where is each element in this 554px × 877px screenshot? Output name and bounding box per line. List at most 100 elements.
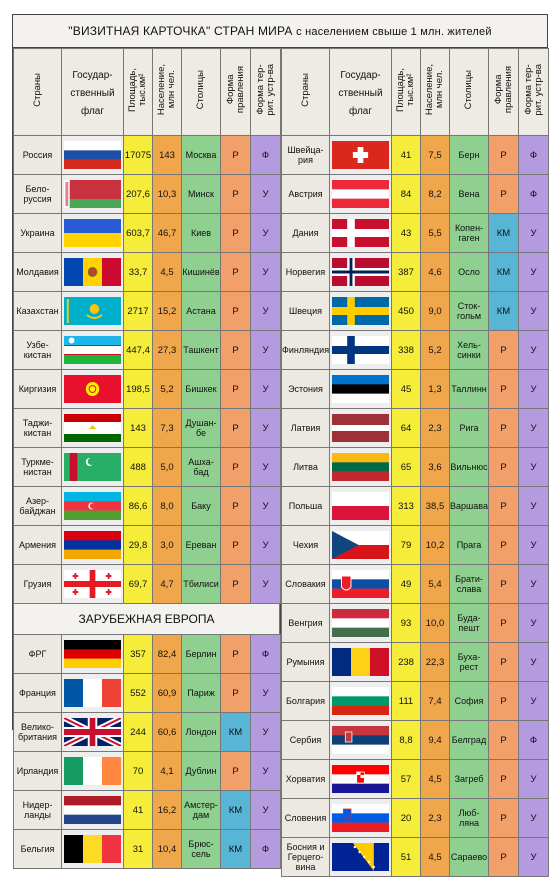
- flag-icon: [64, 570, 121, 598]
- government-form: Р: [220, 751, 251, 791]
- territorial-form: У: [250, 712, 281, 752]
- country-name: Эстония: [281, 369, 330, 409]
- area-value: 313: [391, 486, 421, 526]
- area-value: 387: [391, 252, 421, 292]
- area-value: 29,8: [123, 525, 153, 565]
- area-value: 207,6: [123, 174, 153, 214]
- header-flag: Государ- ственный флаг: [70, 70, 115, 117]
- table-right: Страны Государ- ственный флаг Площадь, т…: [281, 48, 549, 877]
- country-name: Австрия: [281, 174, 330, 214]
- table-row: Казахстан 2717 15,2 Астана Р У: [13, 291, 281, 331]
- table-row: Азер- байджан 86,6 8,0 Баку Р У: [13, 486, 281, 526]
- population-value: 10,0: [420, 603, 450, 643]
- country-name: Узбе- кистан: [13, 330, 62, 370]
- area-value: 357: [123, 634, 153, 674]
- header-territorial: Форма тер- рит. устр-ва: [254, 63, 276, 116]
- territorial-form: Ф: [518, 135, 549, 175]
- area-value: 447,4: [123, 330, 153, 370]
- country-name: Бельгия: [13, 829, 62, 869]
- capital-name: Брюс- сель: [181, 829, 221, 869]
- population-value: 27,3: [152, 330, 182, 370]
- capital-name: Тбилиси: [181, 564, 221, 604]
- territorial-form: У: [250, 447, 281, 487]
- area-value: 43: [391, 213, 421, 253]
- capital-name: Ереван: [181, 525, 221, 565]
- flag-lithuania: [329, 447, 392, 487]
- territorial-form: У: [250, 291, 281, 331]
- capital-name: Минск: [181, 174, 221, 214]
- flag-netherlands: [61, 790, 124, 830]
- territorial-form: У: [250, 369, 281, 409]
- capital-name: Копен- гаген: [449, 213, 489, 253]
- government-form: Р: [220, 564, 251, 604]
- table-row: Венгрия 93 10,0 Буда- пешт Р У: [281, 603, 549, 643]
- country-name: Ирландия: [13, 751, 62, 791]
- population-value: 4,5: [420, 759, 450, 799]
- area-value: 41: [123, 790, 153, 830]
- flag-icon: [332, 180, 389, 208]
- government-form: Р: [220, 634, 251, 674]
- government-form: Р: [488, 564, 519, 604]
- table-row: Туркме- нистан 488 5,0 Ашха- бад Р У: [13, 447, 281, 487]
- header-government: Форма правления: [224, 65, 246, 114]
- government-form: Р: [220, 369, 251, 409]
- population-value: 143: [152, 135, 182, 175]
- area-value: 238: [391, 642, 421, 682]
- flag-kyrgyzstan: [61, 369, 124, 409]
- capital-name: Москва: [181, 135, 221, 175]
- flag-icon: [64, 492, 121, 520]
- flag-finland: [329, 330, 392, 370]
- territorial-form: У: [518, 759, 549, 799]
- flag-ukraine: [61, 213, 124, 253]
- table-row: Босния и Герцего- вина 51 4,5 Сараево Р У: [281, 837, 549, 877]
- flag-russia: [61, 135, 124, 175]
- flag-icon: [332, 258, 389, 286]
- header-government: Форма правления: [492, 65, 514, 114]
- flag-icon: [332, 687, 389, 715]
- country-name: Грузия: [13, 564, 62, 604]
- header-area: Площадь, тыс.км²: [395, 67, 416, 112]
- territorial-form: У: [250, 408, 281, 448]
- capital-name: Дублин: [181, 751, 221, 791]
- population-value: 15,2: [152, 291, 182, 331]
- area-value: 17075: [123, 135, 153, 175]
- area-value: 65: [391, 447, 421, 487]
- capital-name: Париж: [181, 673, 221, 713]
- flag-icon: [64, 180, 121, 208]
- population-value: 2,3: [420, 798, 450, 838]
- population-value: 4,5: [152, 252, 182, 292]
- table-left-top: Страны Государ- ственный флаг Площадь, т…: [13, 48, 281, 604]
- capital-name: Ташкент: [181, 330, 221, 370]
- area-value: 64: [391, 408, 421, 448]
- flag-uk: [61, 712, 124, 752]
- country-name: Польша: [281, 486, 330, 526]
- government-form: КМ: [488, 213, 519, 253]
- population-value: 4,6: [420, 252, 450, 292]
- government-form: Р: [488, 603, 519, 643]
- territorial-form: У: [518, 291, 549, 331]
- flag-icon: [332, 297, 389, 325]
- capital-name: Баку: [181, 486, 221, 526]
- government-form: Р: [220, 408, 251, 448]
- flag-france: [61, 673, 124, 713]
- header-country: Страны: [31, 72, 43, 107]
- flag-belgium: [61, 829, 124, 869]
- title-sub: с населением свыше 1 млн. жителей: [296, 26, 492, 38]
- population-value: 3,6: [420, 447, 450, 487]
- capital-name: Буха- рест: [449, 642, 489, 682]
- government-form: Р: [488, 525, 519, 565]
- area-value: 70: [123, 751, 153, 791]
- territorial-form: У: [250, 252, 281, 292]
- flag-icon: [332, 141, 389, 169]
- area-value: 198,5: [123, 369, 153, 409]
- flag-austria: [329, 174, 392, 214]
- government-form: КМ: [220, 712, 251, 752]
- table-row: Франция 552 60,9 Париж Р У: [13, 673, 281, 713]
- table-row: Ирландия 70 4,1 Дублин Р У: [13, 751, 281, 791]
- country-name: Велико- британия: [13, 712, 62, 752]
- country-name: Нидер- ланды: [13, 790, 62, 830]
- capital-name: София: [449, 681, 489, 721]
- flag-icon: [332, 804, 389, 832]
- flag-georgia: [61, 564, 124, 604]
- flag-icon: [332, 492, 389, 520]
